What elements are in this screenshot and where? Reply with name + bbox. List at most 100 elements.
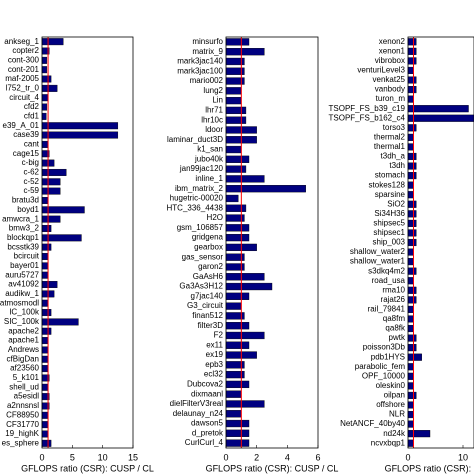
bar <box>407 286 417 294</box>
y-tick-label: cant <box>24 140 40 149</box>
bar <box>41 299 49 307</box>
y-tick-label: shallow_water2 <box>350 247 406 256</box>
y-tick-label: case39 <box>13 130 39 139</box>
bar <box>225 175 265 183</box>
bar <box>407 57 417 65</box>
bar <box>225 429 250 437</box>
x-tick-label: 15 <box>128 452 138 462</box>
y-tick-label: av41092 <box>8 280 39 289</box>
y-tick-label: ibm_matrix_2 <box>175 184 224 193</box>
y-tick-label: filter3D <box>198 321 224 330</box>
y-tick-label: s3dkq4m2 <box>368 266 405 275</box>
bar <box>225 38 250 46</box>
bar <box>407 334 417 342</box>
x-tick-label: 4 <box>285 452 290 462</box>
y-tick-label: jan99jac120 <box>179 164 224 173</box>
y-tick-label: c-59 <box>23 186 39 195</box>
y-tick-label: gsm_106857 <box>177 223 224 232</box>
y-tick-label: jubo40k <box>194 154 224 163</box>
plot-frame <box>41 36 134 449</box>
y-tick-label: circuit_4 <box>9 93 39 102</box>
bar <box>225 302 242 310</box>
y-tick-label: a2nnsnsl <box>7 401 39 410</box>
x-tick-label: 6 <box>315 452 320 462</box>
bar <box>407 439 414 447</box>
y-tick-label: c-62 <box>23 168 39 177</box>
y-tick-label: laminar_duct3D <box>167 135 223 144</box>
bar <box>407 105 469 113</box>
y-tick-label: SiO2 <box>387 199 405 208</box>
y-tick-label: CF31770 <box>6 420 39 429</box>
y-tick-label: inline_1 <box>195 174 223 183</box>
y-tick-label: venturiLevel3 <box>357 66 405 75</box>
bar <box>407 47 417 55</box>
y-tick-label: OPF_10000 <box>362 371 406 380</box>
y-tick-label: ex11 <box>206 340 223 349</box>
bar <box>225 204 247 212</box>
y-tick-label: shipsec5 <box>373 218 405 227</box>
bar <box>407 38 417 46</box>
y-tick-label: gridgena <box>192 233 224 242</box>
y-tick-label: bayer01 <box>10 261 39 270</box>
bar <box>225 96 242 105</box>
y-tick-label: TSOPF_FS_b162_c4 <box>329 113 406 122</box>
y-tick-label: mark3jac100 <box>177 66 223 75</box>
bar <box>407 86 417 94</box>
bar <box>407 238 417 247</box>
y-tick-label: lhr10c <box>201 115 223 124</box>
y-tick-label: finan512 <box>192 311 223 320</box>
bar <box>407 315 414 323</box>
x-tick-label: 0 <box>223 452 228 462</box>
y-tick-label: maf-2005 <box>5 74 39 83</box>
y-tick-label: 19_highK <box>5 429 39 438</box>
bar <box>407 152 417 161</box>
bar <box>41 168 67 176</box>
y-tick-label: af23560 <box>10 364 39 373</box>
y-tick-label: IC_100k <box>9 308 40 317</box>
bar <box>407 420 414 428</box>
bar <box>225 87 242 95</box>
y-tick-label: mario002 <box>190 76 224 85</box>
bar <box>407 324 414 333</box>
bar <box>41 140 49 148</box>
bar <box>41 215 61 223</box>
y-tick-label: thermal2 <box>374 132 406 141</box>
y-tick-label: turon_m <box>376 94 406 103</box>
y-tick-label: nd24k <box>383 429 406 438</box>
bar <box>407 391 417 399</box>
y-tick-label: cage15 <box>13 149 40 158</box>
y-tick-label: Andrews <box>8 345 39 354</box>
y-tick-label: garon2 <box>198 262 223 271</box>
bar <box>225 145 242 154</box>
y-tick-label: torso3 <box>383 123 406 132</box>
y-tick-label: xenon2 <box>379 37 406 46</box>
y-tick-label: offshore <box>376 400 405 409</box>
y-tick-label: lung2 <box>203 86 223 95</box>
bar <box>407 219 417 227</box>
bar <box>407 66 414 74</box>
bar <box>225 341 250 349</box>
bar <box>225 185 306 193</box>
y-tick-label: shallow_water1 <box>350 257 406 266</box>
y-tick-label: ldoor <box>205 125 223 134</box>
y-tick-label: copter2 <box>12 46 39 55</box>
y-tick-label: blockqp1 <box>7 233 40 242</box>
x-tick-label: 2 <box>254 452 259 462</box>
x-tick-label: 0 <box>405 452 410 462</box>
bar <box>41 271 49 279</box>
y-tick-label: road_usa <box>372 276 406 285</box>
y-tick-label: Lin <box>212 96 223 105</box>
bar <box>225 106 247 115</box>
y-tick-label: lhr71 <box>205 106 223 115</box>
bar <box>407 181 414 189</box>
y-tick-label: xenon1 <box>379 46 406 55</box>
y-tick-label: apache2 <box>8 326 39 335</box>
y-tick-label: delaunay_n24 <box>173 409 224 418</box>
y-tick-label: t3dh_a <box>381 152 406 161</box>
y-tick-label: c-52 <box>23 177 39 186</box>
bar <box>407 124 417 132</box>
bar <box>41 346 49 354</box>
bar <box>225 292 250 300</box>
bar <box>225 331 265 340</box>
bar <box>41 337 49 345</box>
